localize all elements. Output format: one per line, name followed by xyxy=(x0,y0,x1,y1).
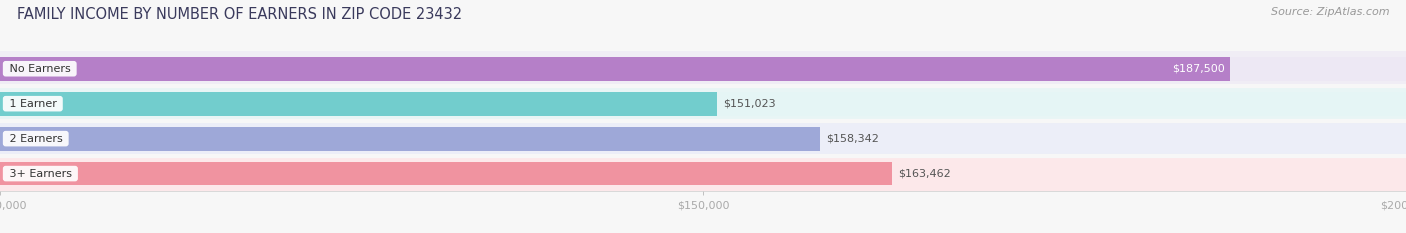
Text: 2 Earners: 2 Earners xyxy=(6,134,66,144)
Text: 1 Earner: 1 Earner xyxy=(6,99,60,109)
Bar xyxy=(0,121,1406,156)
Bar xyxy=(0,57,1406,81)
Text: FAMILY INCOME BY NUMBER OF EARNERS IN ZIP CODE 23432: FAMILY INCOME BY NUMBER OF EARNERS IN ZI… xyxy=(17,7,463,22)
Bar xyxy=(0,92,717,116)
Bar xyxy=(0,57,1230,81)
Bar xyxy=(0,162,1406,185)
Bar xyxy=(0,92,1406,116)
Bar xyxy=(0,51,1406,86)
Text: $187,500: $187,500 xyxy=(1171,64,1225,74)
Bar xyxy=(0,127,820,151)
Bar xyxy=(0,127,1406,151)
Text: 3+ Earners: 3+ Earners xyxy=(6,169,75,178)
Text: $151,023: $151,023 xyxy=(723,99,776,109)
Bar xyxy=(0,86,1406,121)
Bar xyxy=(0,156,1406,191)
Bar xyxy=(0,162,893,185)
Text: Source: ZipAtlas.com: Source: ZipAtlas.com xyxy=(1271,7,1389,17)
Text: $163,462: $163,462 xyxy=(898,169,950,178)
Text: $158,342: $158,342 xyxy=(825,134,879,144)
Text: No Earners: No Earners xyxy=(6,64,75,74)
